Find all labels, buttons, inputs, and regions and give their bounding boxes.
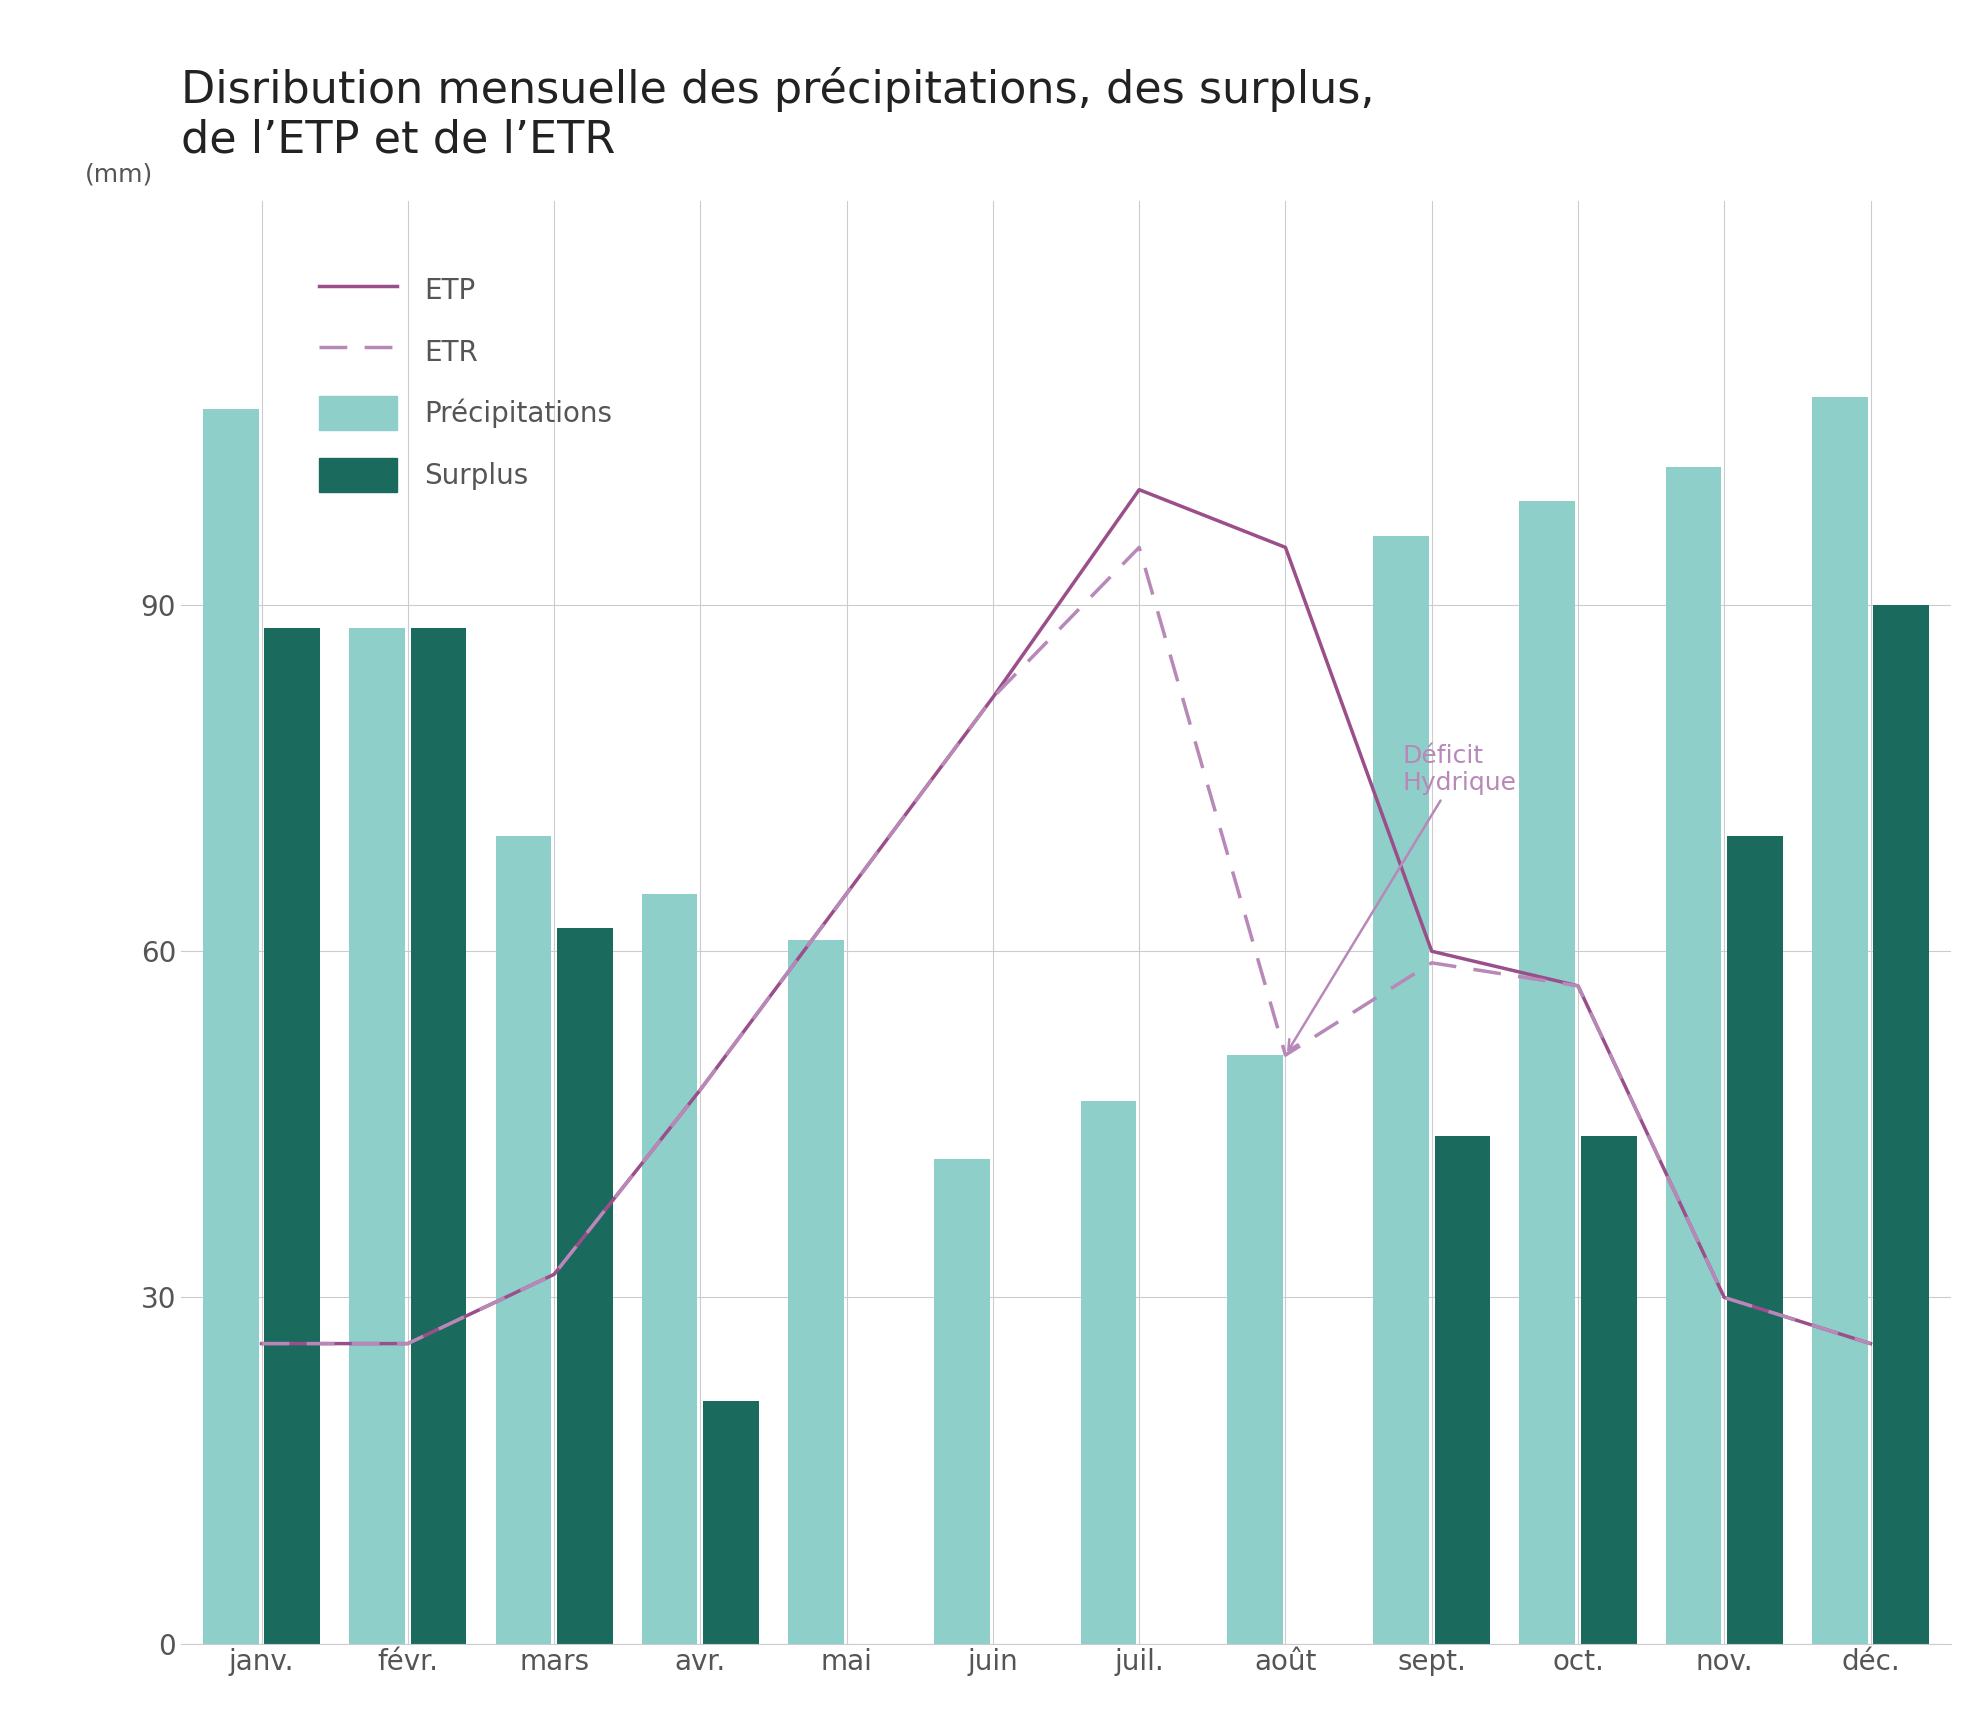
ETR <box>981 687 1005 708</box>
Bar <box>934 1158 991 1643</box>
ETR <box>1127 537 1150 557</box>
Bar <box>265 628 320 1643</box>
ETR <box>1419 953 1443 973</box>
ETR <box>250 1332 273 1353</box>
ETR <box>836 884 859 904</box>
Bar <box>788 939 843 1643</box>
Bar <box>641 894 698 1643</box>
Bar <box>1728 835 1783 1643</box>
ETP <box>836 884 859 904</box>
ETR <box>1567 975 1590 996</box>
Bar <box>556 929 613 1643</box>
ETR <box>1274 1044 1298 1065</box>
ETP <box>395 1332 419 1353</box>
ETP <box>981 687 1005 708</box>
Bar <box>495 835 550 1643</box>
Legend: ETP, ETR, Précipitations, Surplus: ETP, ETR, Précipitations, Surplus <box>318 273 613 492</box>
ETR <box>688 1079 712 1099</box>
Text: Disribution mensuelle des précipitations, des surplus,
de l’ETP et de l’ETR: Disribution mensuelle des précipitations… <box>181 67 1374 162</box>
Bar <box>350 628 405 1643</box>
ETR <box>395 1332 419 1353</box>
Bar <box>1874 606 1929 1643</box>
Bar <box>202 409 260 1643</box>
Bar <box>1372 535 1429 1643</box>
ETP <box>1858 1332 1881 1353</box>
ETP <box>1127 480 1150 501</box>
Bar <box>1665 466 1722 1643</box>
ETP <box>543 1263 566 1284</box>
ETR <box>1858 1332 1881 1353</box>
Text: Déficit
Hydrique: Déficit Hydrique <box>1288 744 1516 1051</box>
Bar <box>1081 1101 1136 1643</box>
ETP <box>1567 975 1590 996</box>
Y-axis label: (mm): (mm) <box>85 162 153 186</box>
Line: ETP: ETP <box>261 490 1870 1343</box>
ETR <box>1712 1288 1736 1308</box>
ETP <box>1712 1288 1736 1308</box>
ETP <box>1419 941 1443 961</box>
ETR <box>543 1263 566 1284</box>
Line: ETR: ETR <box>261 547 1870 1343</box>
Bar <box>1520 501 1575 1643</box>
Bar <box>411 628 466 1643</box>
ETP <box>1274 537 1298 557</box>
Bar <box>1581 1136 1636 1643</box>
Bar <box>704 1402 759 1643</box>
Bar <box>1435 1136 1490 1643</box>
Bar <box>1227 1055 1282 1643</box>
ETP <box>688 1079 712 1099</box>
ETP <box>250 1332 273 1353</box>
Bar <box>1813 397 1868 1643</box>
